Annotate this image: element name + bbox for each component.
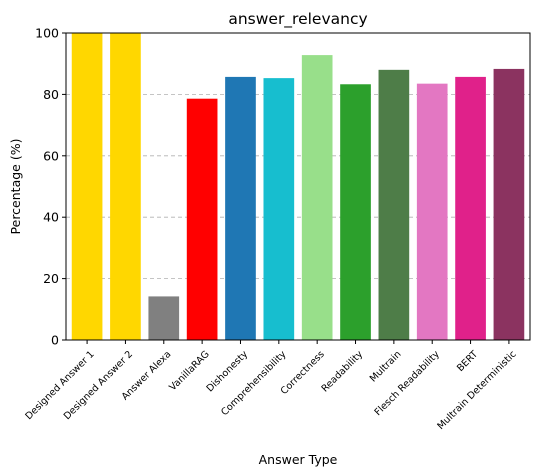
bar xyxy=(225,76,256,340)
x-tick-label: Readability xyxy=(320,349,366,395)
bar xyxy=(186,98,218,340)
y-tick-label: 80 xyxy=(43,87,59,102)
bar xyxy=(148,296,180,340)
bar xyxy=(455,76,486,340)
y-tick-label: 0 xyxy=(51,333,59,348)
bars xyxy=(71,33,525,340)
bar xyxy=(378,69,410,340)
gridlines xyxy=(66,94,530,280)
x-tick-label: Designed Answer 1 xyxy=(23,349,96,422)
y-axis-label: Percentage (%) xyxy=(8,139,23,235)
bar xyxy=(301,55,333,340)
bar xyxy=(110,33,141,340)
x-tick-label: Comprehensibility xyxy=(219,349,288,418)
y-tick-label: 60 xyxy=(43,148,59,163)
y-axis-ticks: 0 20 40 60 80 100 xyxy=(35,26,66,348)
x-tick-label: Flesch Readability xyxy=(373,349,443,419)
y-tick-label: 100 xyxy=(35,26,59,41)
x-tick-label: BERT xyxy=(455,349,480,374)
bar xyxy=(263,78,295,340)
bar xyxy=(340,84,371,340)
bar xyxy=(493,68,525,340)
x-tick-label: Designed Answer 2 xyxy=(62,349,135,422)
bar xyxy=(416,83,448,340)
plot-frame xyxy=(65,32,531,341)
x-axis-label: Answer Type xyxy=(259,452,338,467)
chart-title: answer_relevancy xyxy=(228,10,367,29)
y-tick-label: 20 xyxy=(43,271,59,286)
bar xyxy=(71,33,103,340)
x-tick-label: Multrain Deterministic xyxy=(435,349,518,432)
x-tick-label: Multrain xyxy=(368,349,404,385)
y-tick-label: 40 xyxy=(43,210,59,225)
